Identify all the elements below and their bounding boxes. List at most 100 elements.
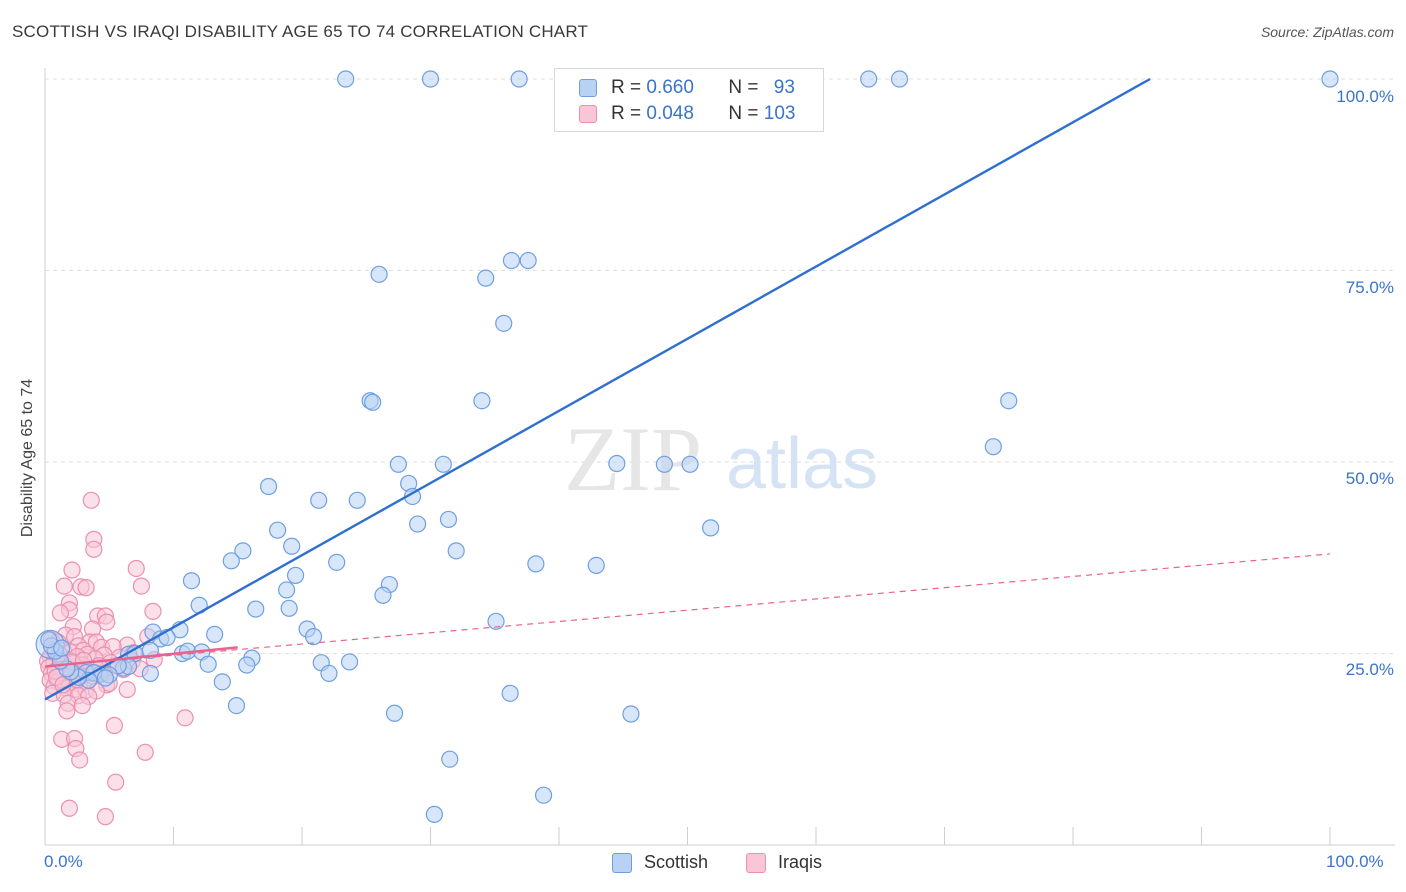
legend-item-scottish[interactable]: Scottish [612,852,708,873]
axes [44,68,1395,846]
scottish-point-32 [234,542,252,560]
iraqis-point-4 [63,561,81,579]
scottish-point-28 [439,510,458,529]
scottish-point-10 [519,251,537,270]
y-tick-100: 100.0% [1336,87,1394,106]
scottish-point-73 [320,664,338,683]
scottish-point-24 [348,491,366,509]
iraqis-point-89 [60,799,79,817]
scottish-point-29 [702,519,720,537]
r-label: R = [611,77,642,98]
scottish-point-39 [286,566,305,584]
scottish-point-37 [587,556,605,575]
iraqis-point-3 [127,559,145,578]
iraqis-trend-line [44,646,238,668]
scottish-point-84 [213,673,231,691]
scottish-trend-line [44,77,1151,701]
legend-item-iraqis[interactable]: Iraqis [746,852,822,873]
legend-row-iraqis: R = 0.048 N = 103 [579,103,795,125]
scottish-point-31 [283,537,301,555]
legend-row-scottish: R = 0.660 N = 93 [579,77,795,99]
watermark-atlas: atlas [726,424,878,504]
iraqis-point-81 [176,709,194,727]
scottish-point-15 [1000,392,1018,410]
iraqis-point-80 [58,702,76,720]
scottish-point-83 [53,639,71,657]
trend-lines [44,77,1331,701]
scottish-point-44 [247,600,265,618]
scottish-point-23 [310,491,328,509]
iraqis-point-2 [85,540,103,558]
scottish-point-21 [681,455,699,473]
scottish-point-48 [487,612,505,630]
iraqis-point-0 [82,491,100,509]
iraqis-point-12 [144,602,162,620]
scottish-point-47 [304,628,323,646]
iraqis-r-value: 0.048 [646,103,694,124]
y-tick-75: 75.0% [1345,278,1394,297]
scottish-point-8 [477,269,495,287]
r-label: R = [611,103,642,124]
scottish-point-5 [890,70,909,88]
scottish-point-87 [385,704,404,722]
stats-legend: R = 0.660 N = 93 R = 0.048 N = 103 [554,68,824,132]
scottish-point-11 [495,314,513,332]
scottish-point-88 [622,705,640,723]
scottish-point-85 [227,696,246,715]
iraqis-point-82 [105,716,123,735]
scottish-point-41 [374,586,392,604]
scottish-legend-swatch [612,852,632,873]
n-label: N = [728,77,759,98]
iraqis-point-7 [77,579,95,597]
scottish-point-20 [655,455,673,473]
scottish-point-82 [40,631,58,649]
y-tick-50: 50.0% [1345,469,1394,488]
iraqis-legend-label: Iraqis [778,852,823,872]
scottish-point-0 [337,70,355,88]
scottish-point-75 [96,669,114,687]
scottish-point-16 [984,438,1002,456]
scottish-r-value: 0.660 [646,77,694,98]
iraqis-swatch [579,105,597,123]
watermark-zip: ZIP [564,408,702,510]
iraqis-trend-extension [44,553,1331,668]
iraqis-point-16 [98,613,116,631]
chart-title: SCOTTISH VS IRAQI DISABILITY AGE 65 TO 7… [12,22,589,41]
iraqis-point-5 [55,577,73,595]
scottish-point-4 [860,70,878,88]
x-tick-0: 0.0% [44,852,83,871]
scottish-point-90 [534,786,553,804]
iraqis-point-87 [71,751,89,769]
gridlines [45,78,1395,654]
scottish-point-38 [182,572,201,590]
scottish-point-7 [370,265,388,283]
scottish-point-68 [141,664,159,683]
iraqis-point-79 [73,696,91,715]
scottish-point-64 [340,653,359,671]
scottish-point-36 [527,555,545,573]
iraqis-point-73 [118,680,136,699]
scottish-point-17 [389,455,407,473]
scottish-point-35 [447,542,465,560]
scottish-point-91 [425,805,443,823]
iraqis-point-88 [107,773,125,791]
scottish-point-89 [441,750,459,768]
scottish-point-14 [473,392,491,410]
scottish-legend-label: Scottish [644,852,709,872]
scottish-point-9 [502,251,521,270]
scottish-point-30 [268,521,287,539]
n-label: N = [728,103,759,124]
scottish-n-value: 93 [773,77,795,98]
iraqis-point-90 [96,808,114,826]
scottish-point-2 [510,70,528,88]
iraqis-point-86 [136,743,154,761]
y-tick-25: 25.0% [1345,660,1394,679]
iraqis-point-8 [132,577,150,595]
iraqis-n-value: 103 [763,103,796,124]
scottish-swatch [579,79,597,97]
scottish-point-45 [280,599,298,617]
scottish-point-27 [409,515,427,533]
scottish-point-86 [501,684,519,702]
iraqis-point-11 [51,604,70,622]
scottish-point-62 [238,656,256,674]
